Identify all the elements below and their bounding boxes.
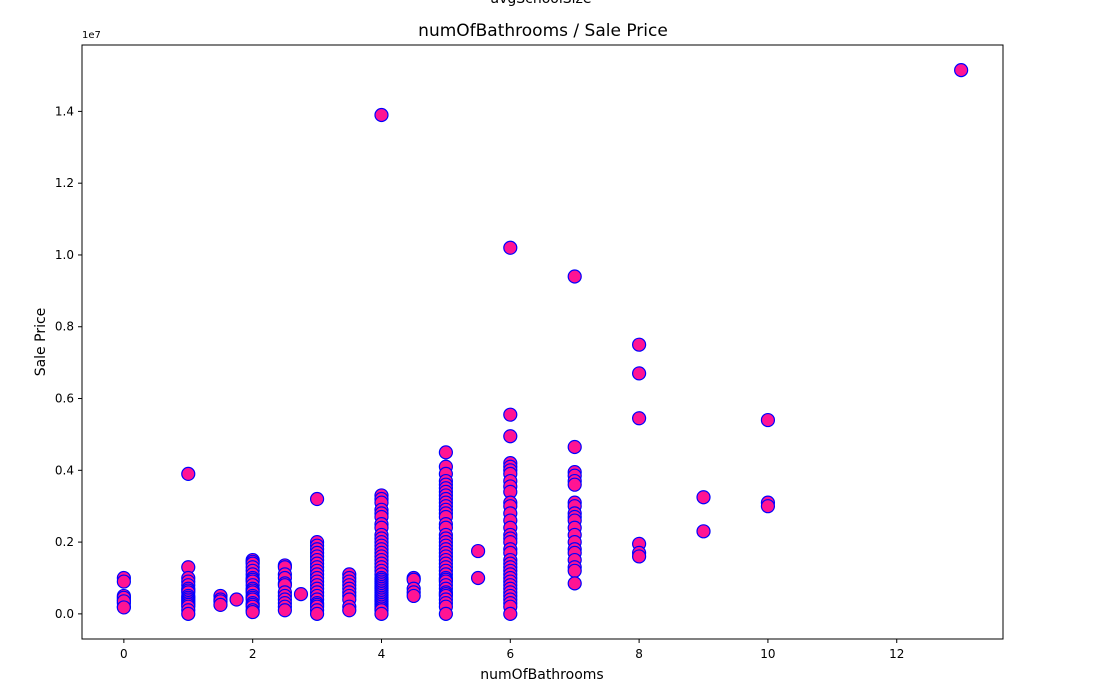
y-tick-label: 1.4 bbox=[55, 104, 74, 118]
data-point bbox=[374, 606, 389, 621]
data-point bbox=[632, 549, 647, 564]
x-tick-label: 2 bbox=[249, 647, 257, 661]
x-tick-label: 0 bbox=[120, 647, 128, 661]
data-point bbox=[760, 412, 776, 428]
data-point bbox=[438, 606, 453, 621]
x-tick-label: 12 bbox=[889, 647, 904, 661]
data-points bbox=[116, 63, 969, 621]
y-tick-label: 0.8 bbox=[55, 320, 74, 334]
x-axis-ticks: 0 2 4 6 8 10 12 bbox=[120, 639, 904, 661]
y-tick-label: 0.0 bbox=[55, 607, 74, 621]
data-point bbox=[503, 606, 518, 621]
x-tick-label: 6 bbox=[506, 647, 514, 661]
data-point bbox=[374, 107, 389, 123]
y-tick-label: 0.6 bbox=[55, 392, 74, 406]
data-point bbox=[245, 604, 260, 620]
data-point bbox=[438, 445, 453, 460]
data-point bbox=[213, 597, 228, 613]
data-point bbox=[406, 588, 421, 604]
data-point bbox=[503, 407, 518, 422]
data-point bbox=[503, 429, 518, 444]
x-tick-label: 10 bbox=[760, 647, 775, 661]
y-tick-label: 0.4 bbox=[55, 463, 74, 477]
y-axis-offset-label: 1e7 bbox=[82, 30, 101, 41]
data-point bbox=[954, 63, 969, 78]
data-point bbox=[632, 337, 647, 352]
data-point bbox=[632, 366, 647, 381]
chart-title: numOfBathrooms / Sale Price bbox=[418, 21, 668, 41]
y-tick-label: 1.2 bbox=[55, 176, 74, 190]
data-point bbox=[760, 499, 776, 514]
data-point bbox=[470, 570, 486, 586]
data-point bbox=[309, 491, 325, 507]
data-point bbox=[181, 606, 196, 621]
data-point bbox=[309, 606, 325, 621]
data-point bbox=[277, 603, 292, 618]
data-point bbox=[293, 587, 309, 602]
x-tick-label: 8 bbox=[635, 647, 643, 661]
y-axis-ticks: 0.0 0.2 0.4 0.6 0.8 1.0 1.2 1.4 bbox=[55, 104, 82, 621]
data-point bbox=[567, 439, 582, 455]
data-point bbox=[503, 240, 518, 255]
y-axis-label: Sale Price bbox=[33, 308, 49, 377]
data-point bbox=[116, 574, 131, 589]
data-point bbox=[632, 411, 647, 426]
data-point bbox=[342, 603, 357, 618]
data-point bbox=[567, 576, 582, 591]
y-tick-label: 0.2 bbox=[55, 535, 74, 549]
plot-area bbox=[81, 44, 1004, 640]
x-axis-label: numOfBathrooms bbox=[480, 667, 603, 683]
data-point bbox=[470, 543, 486, 559]
x-tick-label: 4 bbox=[378, 647, 386, 661]
data-point bbox=[567, 477, 582, 492]
data-point bbox=[229, 592, 244, 607]
data-point bbox=[181, 466, 196, 482]
data-point bbox=[696, 524, 711, 539]
data-point bbox=[567, 269, 582, 284]
previous-chart-title-cut: avgSchoolSize bbox=[491, 0, 592, 7]
data-point bbox=[696, 490, 711, 505]
y-tick-label: 1.0 bbox=[55, 248, 74, 262]
data-point bbox=[116, 600, 131, 615]
data-point bbox=[567, 563, 582, 578]
